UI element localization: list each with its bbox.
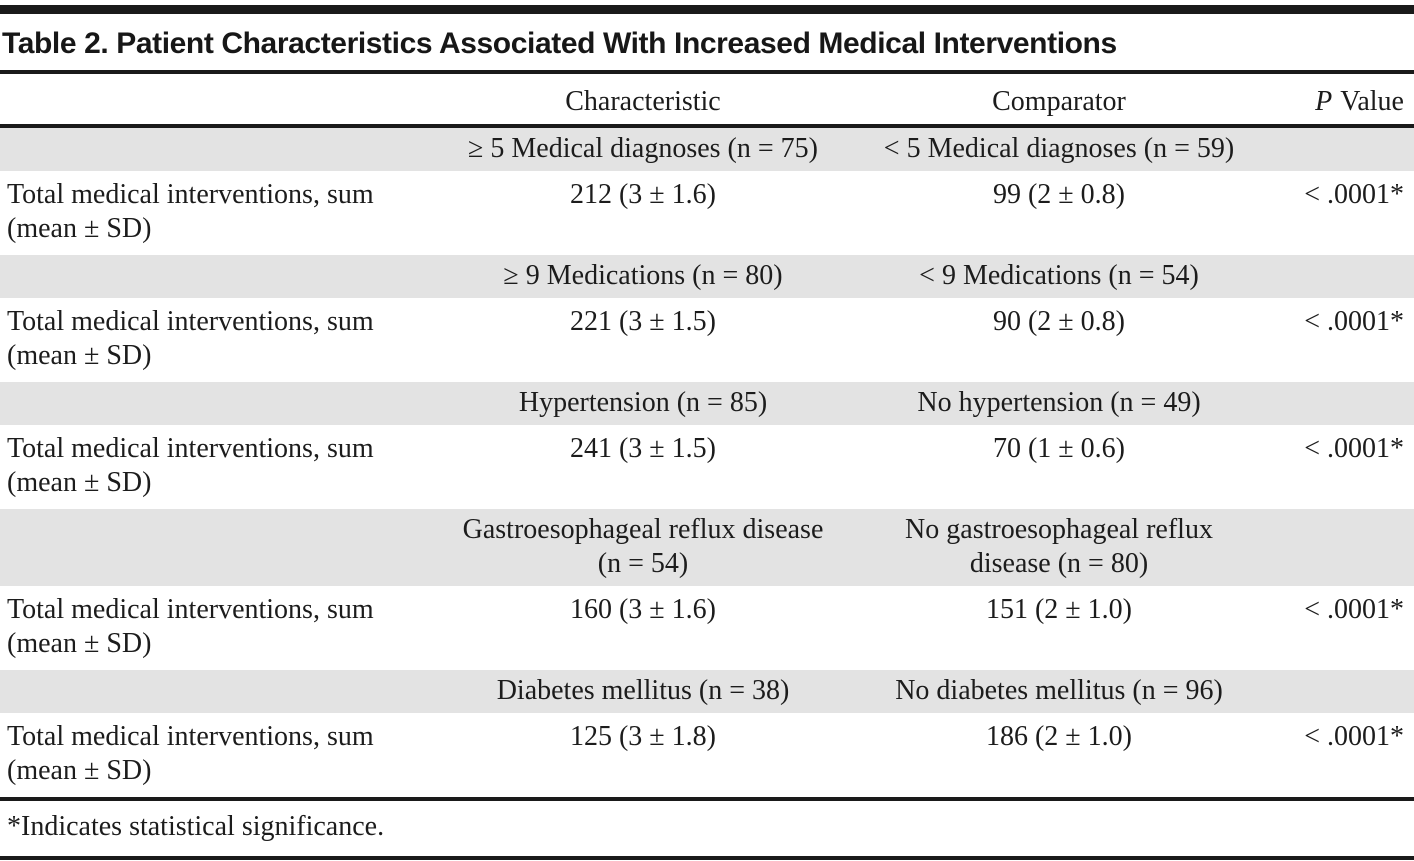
- data-row-medical-diagnoses: Total medical interventions, sum (mean ±…: [0, 171, 1414, 255]
- header-row: Characteristic Comparator P Value: [0, 74, 1414, 128]
- comparator-value: 186 (2 ± 1.0): [985, 721, 1132, 752]
- category-row-diabetes: Diabetes mellitus (n = 38) No diabetes m…: [0, 670, 1414, 713]
- col-header-characteristic: Characteristic: [437, 74, 849, 128]
- row-label: Total medical interventions, sum (mean ±…: [7, 433, 374, 498]
- category-spacer: [0, 509, 437, 586]
- col-header-p-value: P Value: [1269, 74, 1414, 128]
- data-row-medications: Total medical interventions, sum (mean ±…: [0, 298, 1414, 382]
- category-spacer: [0, 255, 437, 298]
- row-label: Total medical interventions, sum (mean ±…: [7, 594, 374, 659]
- category-row-gerd: Gastroesophageal reflux disease (n = 54)…: [0, 509, 1414, 586]
- row-label: Total medical interventions, sum (mean ±…: [7, 721, 374, 786]
- comparator-label: < 5 Medical diagnoses (n = 59): [849, 126, 1269, 171]
- characteristic-value: 212 (3 ± 1.6): [569, 179, 716, 210]
- category-row-hypertension: Hypertension (n = 85) No hypertension (n…: [0, 382, 1414, 425]
- category-spacer: [1269, 255, 1414, 298]
- comparator-label: No hypertension (n = 49): [849, 382, 1269, 425]
- data-row-gerd: Total medical interventions, sum (mean ±…: [0, 586, 1414, 670]
- category-row-medical-diagnoses: ≥ 5 Medical diagnoses (n = 75) < 5 Medic…: [0, 126, 1414, 171]
- header-spacer: [0, 74, 437, 128]
- category-row-medications: ≥ 9 Medications (n = 80) < 9 Medications…: [0, 255, 1414, 298]
- category-spacer: [1269, 382, 1414, 425]
- col-header-comparator: Comparator: [849, 74, 1269, 128]
- characteristic-label: ≥ 5 Medical diagnoses (n = 75): [437, 126, 849, 171]
- row-label: Total medical interventions, sum (mean ±…: [7, 306, 374, 371]
- p-value: < .0001*: [1304, 306, 1404, 337]
- characteristic-value: 125 (3 ± 1.8): [569, 721, 716, 752]
- category-spacer: [0, 382, 437, 425]
- characteristic-label: ≥ 9 Medications (n = 80): [437, 255, 849, 298]
- p-value: < .0001*: [1304, 433, 1404, 464]
- data-row-hypertension: Total medical interventions, sum (mean ±…: [0, 425, 1414, 509]
- category-spacer: [1269, 126, 1414, 171]
- comparator-label: < 9 Medications (n = 54): [849, 255, 1269, 298]
- characteristic-label: Hypertension (n = 85): [437, 382, 849, 425]
- p-value: < .0001*: [1304, 594, 1404, 625]
- data-row-diabetes: Total medical interventions, sum (mean ±…: [0, 713, 1414, 797]
- p-value-italic-p: P: [1315, 86, 1333, 117]
- category-spacer: [1269, 670, 1414, 713]
- comparator-value: 99 (2 ± 0.8): [992, 179, 1125, 210]
- p-value: < .0001*: [1304, 179, 1404, 210]
- p-value-rest: Value: [1340, 86, 1404, 117]
- category-spacer: [0, 126, 437, 171]
- characteristic-label: Diabetes mellitus (n = 38): [437, 670, 849, 713]
- patient-characteristics-table: Characteristic Comparator P Value ≥ 5 Med…: [0, 74, 1414, 797]
- characteristic-value: 160 (3 ± 1.6): [569, 594, 716, 625]
- comparator-label: No diabetes mellitus (n = 96): [849, 670, 1269, 713]
- footnote: *Indicates statistical significance.: [0, 797, 1414, 860]
- category-spacer: [1269, 509, 1414, 586]
- table-header: Characteristic Comparator P Value: [0, 74, 1414, 128]
- category-spacer: [0, 670, 437, 713]
- comparator-value: 70 (1 ± 0.6): [992, 433, 1125, 464]
- characteristic-value: 241 (3 ± 1.5): [569, 433, 716, 464]
- table-body: ≥ 5 Medical diagnoses (n = 75) < 5 Medic…: [0, 126, 1414, 797]
- comparator-value: 90 (2 ± 0.8): [992, 306, 1125, 337]
- characteristic-label: Gastroesophageal reflux disease (n = 54): [437, 509, 849, 586]
- characteristic-value: 221 (3 ± 1.5): [569, 306, 716, 337]
- p-value: < .0001*: [1304, 721, 1404, 752]
- row-label: Total medical interventions, sum (mean ±…: [7, 179, 374, 244]
- comparator-label: No gastroesophageal reflux disease (n = …: [849, 509, 1269, 586]
- table-title: Table 2. Patient Characteristics Associa…: [0, 14, 1414, 74]
- top-rule: [0, 5, 1414, 14]
- comparator-value: 151 (2 ± 1.0): [985, 594, 1132, 625]
